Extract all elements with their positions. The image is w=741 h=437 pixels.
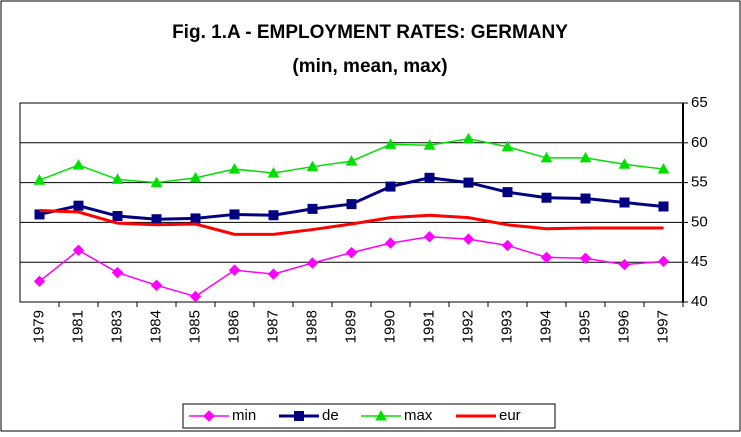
point	[580, 193, 591, 204]
legend-label: min	[232, 407, 256, 424]
point	[267, 167, 280, 178]
point	[33, 174, 46, 185]
point	[306, 160, 319, 172]
x-tick-label: 1997	[654, 310, 671, 343]
point	[267, 268, 280, 280]
x-tick-label: 1983	[108, 310, 125, 343]
point	[111, 266, 124, 279]
point	[150, 279, 163, 291]
x-tick-label: 1991	[420, 310, 437, 343]
x-tick-label: 1979	[30, 310, 47, 343]
point	[73, 200, 84, 211]
y-tick-label: 50	[691, 213, 708, 230]
x-tick-label: 1984	[147, 310, 164, 343]
point	[112, 211, 123, 222]
point	[462, 132, 475, 144]
x-tick-label: 1981	[69, 310, 86, 343]
point	[189, 290, 202, 303]
point	[346, 199, 357, 210]
point	[228, 163, 241, 174]
point	[190, 213, 201, 224]
point	[619, 197, 630, 208]
point	[33, 275, 46, 288]
point	[385, 181, 396, 192]
point	[423, 231, 436, 243]
point	[34, 209, 45, 220]
x-tick-label: 1985	[186, 310, 203, 343]
x-tick-label: 1995	[576, 310, 593, 343]
point	[579, 151, 592, 163]
legend-label: max	[404, 407, 433, 424]
x-tick-label: 1993	[498, 310, 515, 343]
point	[540, 251, 553, 264]
point	[306, 257, 319, 269]
x-tick-label: 1986	[225, 310, 242, 343]
point	[150, 176, 163, 188]
point	[423, 139, 436, 150]
line-eur	[39, 208, 664, 236]
point	[618, 158, 631, 169]
point	[657, 255, 670, 268]
point	[501, 239, 514, 252]
y-tick-label: 60	[691, 134, 708, 151]
point	[151, 214, 162, 225]
chart-subtitle: (min, mean, max)	[292, 56, 447, 77]
x-tick-label: 1990	[381, 310, 398, 343]
point	[501, 140, 514, 152]
x-tick-label: 1992	[459, 310, 476, 343]
legend-marker	[375, 409, 387, 421]
point	[579, 252, 592, 264]
point	[111, 173, 124, 184]
point	[384, 237, 397, 249]
point	[307, 203, 318, 214]
point	[424, 172, 435, 183]
point	[189, 171, 202, 183]
point	[618, 258, 631, 271]
point	[72, 244, 85, 256]
point	[541, 192, 552, 203]
point	[345, 246, 358, 259]
x-tick-label: 1987	[264, 310, 281, 343]
legend-marker	[203, 410, 215, 422]
point	[657, 163, 670, 174]
y-tick-label: 45	[691, 253, 708, 270]
x-tick-label: 1996	[615, 310, 632, 343]
point	[228, 264, 241, 276]
point	[540, 151, 553, 163]
y-tick-label: 40	[691, 293, 708, 310]
point	[268, 210, 279, 221]
point	[384, 138, 397, 149]
x-tick-label: 1994	[537, 310, 554, 343]
x-tick-label: 1988	[303, 310, 320, 343]
chart-title: Fig. 1.A - EMPLOYMENT RATES: GERMANY	[172, 22, 568, 43]
legend-label: de	[322, 407, 339, 424]
point	[502, 187, 513, 198]
point	[72, 159, 85, 170]
legend-label: eur	[499, 407, 521, 424]
point	[463, 177, 474, 188]
y-tick-label: 55	[691, 174, 708, 191]
x-tick-label: 1989	[342, 310, 359, 343]
y-tick-label: 65	[691, 94, 708, 111]
point	[229, 209, 240, 220]
legend-marker	[294, 411, 304, 421]
point	[658, 201, 669, 212]
point	[345, 155, 358, 166]
point	[462, 233, 475, 245]
